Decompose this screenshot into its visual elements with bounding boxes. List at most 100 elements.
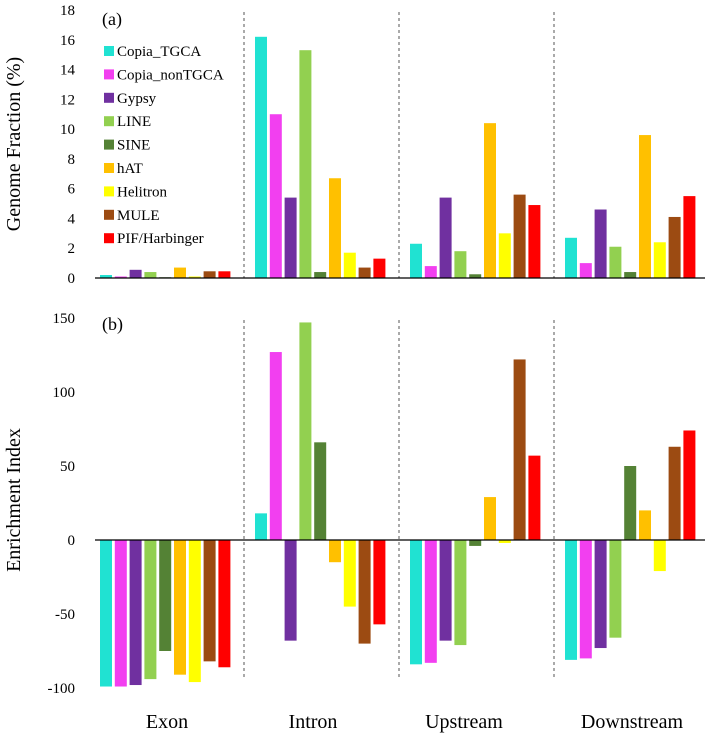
y-tick-label-a-3: 6 [68, 182, 76, 198]
legend-swatch-copia-nontgca [104, 69, 114, 80]
bar-a-line-upstream [454, 251, 467, 278]
y-tick-label-a-5: 10 [60, 122, 75, 138]
bar-a-line-downstream [609, 246, 622, 278]
bar-b-pif-harbinger-exon [218, 540, 231, 668]
bar-a-gypsy-exon [129, 269, 142, 278]
bar-b-line-upstream [454, 540, 467, 646]
bar-a-gypsy-downstream [594, 209, 607, 278]
legend-label-hat: hAT [117, 161, 143, 177]
bar-a-gypsy-intron [284, 197, 297, 278]
bar-a-pif-harbinger-downstream [683, 196, 696, 278]
bar-a-hat-exon [174, 267, 186, 278]
bar-b-pif-harbinger-upstream [528, 455, 541, 540]
bar-b-gypsy-upstream [439, 540, 452, 641]
bar-b-hat-intron [329, 540, 341, 563]
y-tick-label-b-2: 0 [68, 533, 76, 549]
bar-a-copia-tgca-downstream [565, 237, 577, 278]
legend-label-sine: SINE [117, 138, 150, 154]
bar-a-line-intron [299, 50, 312, 279]
y-axis-label-a: Genome Fraction (%) [3, 57, 25, 231]
bar-b-sine-intron [314, 442, 327, 540]
bar-a-hat-intron [329, 178, 341, 278]
legend-label-helitron: Helitron [117, 184, 167, 200]
bar-b-pif-harbinger-downstream [683, 430, 696, 540]
bar-b-line-downstream [609, 540, 622, 638]
bar-a-pif-harbinger-intron [373, 258, 386, 278]
bar-b-copia-tgca-intron [255, 513, 267, 540]
bar-a-helitron-exon [188, 276, 201, 278]
bar-a-mule-upstream [513, 194, 526, 278]
y-tick-label-a-1: 2 [68, 241, 76, 257]
bar-b-pif-harbinger-intron [373, 540, 386, 625]
panel-b-label: (b) [102, 314, 123, 335]
bar-a-sine-downstream [624, 272, 637, 278]
bar-a-copia-nontgca-downstream [579, 263, 592, 278]
bar-a-pif-harbinger-upstream [528, 205, 541, 278]
bar-b-hat-upstream [484, 497, 496, 540]
bar-a-sine-upstream [469, 274, 482, 278]
bar-b-copia-nontgca-intron [269, 352, 282, 540]
legend-label-line: LINE [117, 114, 151, 130]
bar-b-gypsy-exon [129, 540, 142, 686]
bar-b-mule-intron [358, 540, 371, 644]
y-tick-label-a-7: 14 [60, 63, 76, 79]
bar-b-copia-nontgca-exon [114, 540, 127, 687]
bar-a-copia-tgca-exon [100, 275, 112, 278]
bar-a-gypsy-upstream [439, 197, 452, 278]
bar-b-helitron-intron [343, 540, 356, 607]
legend-label-pif-harbinger: PIF/Harbinger [117, 231, 204, 247]
legend-swatch-helitron [104, 186, 114, 197]
bar-a-helitron-downstream [653, 242, 666, 278]
y-tick-label-b-4: 100 [53, 385, 76, 401]
y-tick-label-b-3: 50 [60, 459, 75, 475]
legend-label-gypsy: Gypsy [117, 91, 157, 107]
bar-b-helitron-upstream [498, 540, 511, 543]
bar-a-sine-intron [314, 272, 327, 278]
legend-swatch-pif-harbinger [104, 233, 114, 244]
bar-b-helitron-exon [188, 540, 201, 683]
category-label-downstream: Downstream [581, 711, 684, 733]
bar-b-mule-upstream [513, 359, 526, 540]
bar-a-mule-exon [203, 271, 216, 278]
bar-b-gypsy-intron [284, 540, 297, 641]
legend-swatch-sine [104, 139, 114, 150]
legend-swatch-copia-tgca [104, 46, 114, 56]
bar-b-line-intron [299, 322, 312, 540]
category-label-intron: Intron [289, 711, 338, 733]
bar-b-hat-exon [174, 540, 186, 675]
category-label-exon: Exon [146, 711, 188, 733]
bar-b-copia-tgca-upstream [410, 540, 422, 665]
bar-a-line-exon [144, 272, 157, 278]
bar-b-hat-downstream [639, 510, 651, 540]
bar-a-copia-nontgca-upstream [424, 266, 437, 278]
bar-b-copia-nontgca-upstream [424, 540, 437, 663]
bar-a-copia-nontgca-exon [114, 276, 127, 278]
legend-label-mule: MULE [117, 208, 160, 224]
bar-b-mule-downstream [668, 446, 681, 540]
bar-a-pif-harbinger-exon [218, 271, 231, 278]
legend-label-copia-nontgca: Copia_nonTGCA [117, 67, 224, 83]
bar-b-sine-exon [159, 540, 172, 651]
panel-a-label: (a) [102, 9, 122, 30]
category-label-upstream: Upstream [425, 711, 503, 733]
bar-a-copia-nontgca-intron [269, 114, 282, 278]
y-tick-label-b-5: 150 [53, 311, 76, 327]
legend-swatch-mule [104, 209, 114, 220]
bar-b-gypsy-downstream [594, 540, 607, 649]
bar-a-mule-downstream [668, 216, 681, 278]
bar-a-hat-upstream [484, 123, 496, 279]
bar-b-copia-nontgca-downstream [579, 540, 592, 659]
y-tick-label-a-2: 4 [68, 211, 76, 227]
y-tick-label-a-6: 12 [60, 92, 75, 108]
bar-b-mule-exon [203, 540, 216, 662]
y-tick-label-b-0: -100 [48, 681, 76, 697]
bar-a-hat-downstream [639, 135, 651, 278]
legend-swatch-hat [104, 163, 114, 173]
bar-a-mule-intron [358, 267, 371, 278]
bar-a-copia-tgca-intron [255, 36, 267, 278]
bar-b-copia-tgca-downstream [565, 540, 577, 660]
y-tick-label-b-1: -50 [55, 607, 75, 623]
legend-swatch-gypsy [104, 92, 114, 103]
